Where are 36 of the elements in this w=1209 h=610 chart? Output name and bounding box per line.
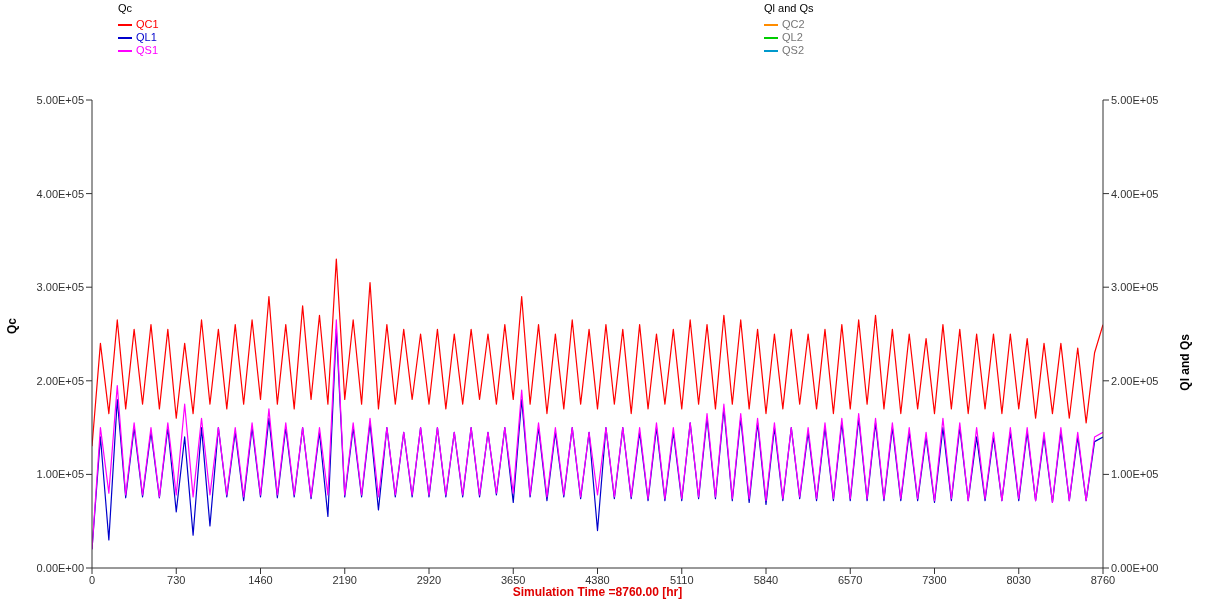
y-axis-title: Qc [5, 317, 20, 334]
x-tick-label: 730 [167, 573, 186, 586]
x-tick-label: 5840 [753, 573, 779, 586]
legend-label: QL2 [782, 31, 803, 44]
y-tick-label: 2.00E+05 [36, 374, 84, 387]
y2-tick-label: 2.00E+05 [1111, 374, 1159, 387]
legend-label: QC2 [782, 18, 805, 31]
x-tick-label: 8760 [1090, 573, 1116, 586]
x-tick-label: 7300 [922, 573, 947, 586]
y2-axis-title: Ql and Qs [1178, 333, 1193, 391]
x-tick-label: 2190 [332, 573, 357, 586]
y2-tick-label: 3.00E+05 [1111, 281, 1159, 294]
x-tick-label: 8030 [1006, 573, 1031, 586]
x-tick-label: 3650 [501, 573, 526, 586]
x-tick-label: 5110 [669, 573, 694, 586]
x-axis-title: Simulation Time =8760.00 [hr] [512, 585, 683, 599]
y2-tick-label: 5.00E+05 [1111, 93, 1159, 106]
x-tick-label: 4380 [585, 573, 610, 586]
text: Ql and Qs [764, 2, 814, 14]
y-tick-label: 5.00E+05 [36, 93, 84, 106]
legend-label: QS1 [136, 44, 159, 57]
y2-tick-label: 4.00E+05 [1111, 187, 1159, 200]
x-tick-label: 1460 [248, 573, 273, 586]
y2-tick-label: 0.00E+00 [1111, 561, 1159, 574]
x-tick-label: 2920 [416, 573, 442, 586]
x-tick-label: 0 [88, 573, 96, 586]
y2-tick-label: 1.00E+05 [1111, 468, 1159, 481]
text: Qc [118, 2, 133, 14]
y-tick-label: 0.00E+00 [36, 561, 84, 574]
legend-label: QC1 [136, 18, 159, 31]
y-tick-label: 1.00E+05 [36, 468, 84, 481]
legend-label: QS2 [782, 44, 805, 57]
legend-label: QL1 [136, 31, 157, 44]
y-tick-label: 4.00E+05 [36, 187, 84, 200]
y-tick-label: 3.00E+05 [36, 281, 84, 294]
x-tick-label: 6570 [838, 573, 863, 586]
